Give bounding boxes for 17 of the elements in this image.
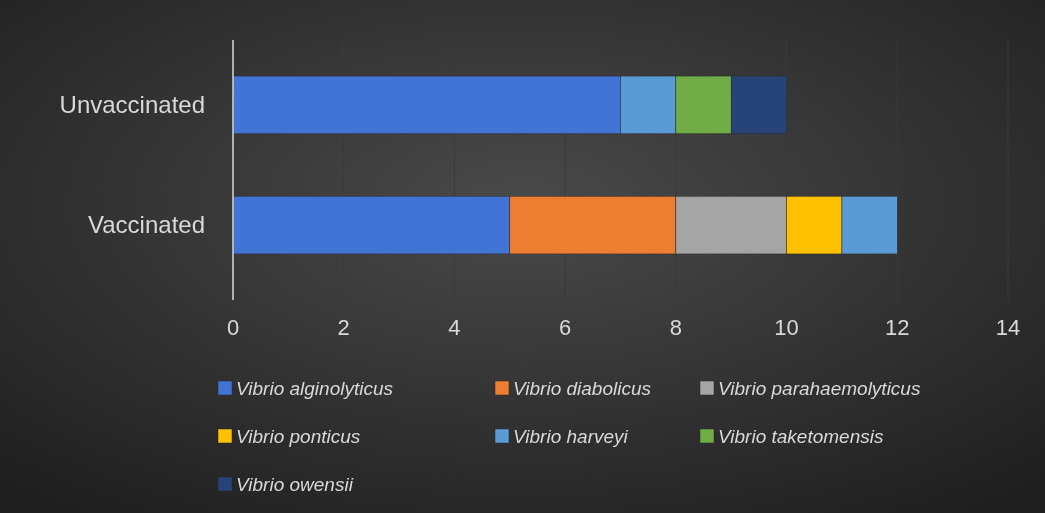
- legend-label: Vibrio ponticus: [236, 425, 361, 447]
- x-tick-label: 8: [669, 315, 682, 340]
- legend-label: Vibrio harveyi: [513, 425, 629, 447]
- legend-label: Vibrio diabolicus: [513, 377, 652, 399]
- x-tick-label: 0: [226, 315, 240, 340]
- legend-label: Vibrio taketomensis: [718, 425, 884, 447]
- x-tick-label: 12: [885, 315, 910, 340]
- x-tick-label: 4: [448, 315, 461, 340]
- y-tick-label: Vaccinated: [88, 211, 205, 239]
- legend-label: Vibrio alginolyticus: [236, 377, 394, 399]
- legend-label: Vibrio parahaemolyticus: [718, 377, 921, 399]
- y-tick-label: Unvaccinated: [59, 91, 205, 119]
- x-tick-label: 2: [337, 315, 350, 340]
- x-tick-label: 14: [995, 315, 1021, 340]
- legend-label: Vibrio owensii: [236, 473, 354, 495]
- x-tick-label: 6: [559, 315, 572, 340]
- x-tick-label: 10: [774, 315, 799, 340]
